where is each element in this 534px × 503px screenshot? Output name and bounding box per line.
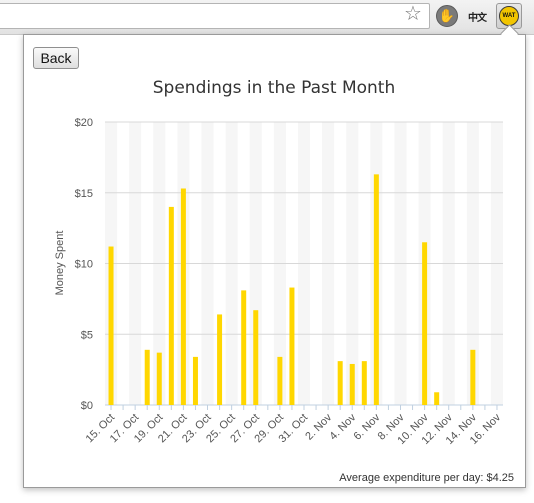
address-bar[interactable] xyxy=(0,3,430,29)
chart-title: Spendings in the Past Month xyxy=(153,78,395,98)
y-tick-label: $5 xyxy=(81,329,93,341)
y-axis-label: Money Spent xyxy=(54,231,66,296)
star-icon[interactable]: ☆ xyxy=(404,3,422,25)
bar[interactable] xyxy=(434,392,440,405)
bar[interactable] xyxy=(144,349,150,405)
browser-toolbar: ☆ ✋ 中文 WAT xyxy=(0,0,534,35)
bar[interactable] xyxy=(241,290,247,405)
bar[interactable] xyxy=(373,174,379,405)
back-button[interactable]: Back xyxy=(33,47,79,69)
hand-icon[interactable]: ✋ xyxy=(436,5,458,27)
bar[interactable] xyxy=(361,361,367,405)
average-expenditure: Average expenditure per day: $4.25 xyxy=(339,472,514,484)
wat-icon: WAT xyxy=(499,6,519,26)
bar[interactable] xyxy=(168,206,174,405)
bar[interactable] xyxy=(289,287,295,405)
y-tick-label: $15 xyxy=(75,188,93,200)
bar[interactable] xyxy=(277,356,283,405)
y-tick-label: $10 xyxy=(75,259,93,271)
y-tick-label: $0 xyxy=(81,400,93,412)
bar[interactable] xyxy=(337,361,343,405)
y-ticks: $0 $5 $10 $15 $20 xyxy=(75,117,93,412)
y-tick-label: $20 xyxy=(75,117,93,129)
bar[interactable] xyxy=(470,349,476,405)
bar[interactable] xyxy=(349,363,355,405)
bar[interactable] xyxy=(422,242,428,405)
bar[interactable] xyxy=(253,310,259,405)
chinese-icon[interactable]: 中文 xyxy=(468,12,487,24)
wat-extension-button[interactable]: WAT xyxy=(496,3,522,29)
bar[interactable] xyxy=(192,356,198,405)
bar[interactable] xyxy=(180,188,186,405)
bar[interactable] xyxy=(156,352,162,405)
bar[interactable] xyxy=(217,314,223,405)
bar[interactable] xyxy=(108,246,114,405)
bars xyxy=(108,174,476,405)
